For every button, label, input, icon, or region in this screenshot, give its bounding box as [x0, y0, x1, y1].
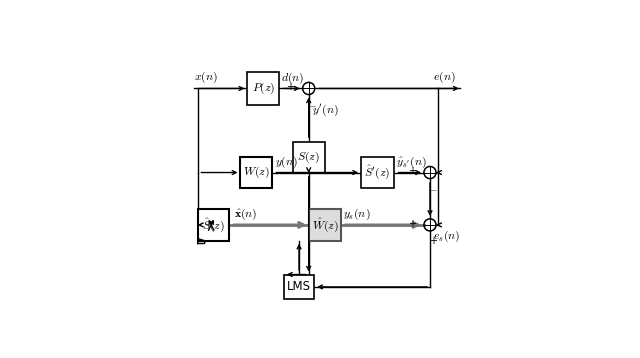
Text: $y(n)$: $y(n)$ [275, 155, 298, 170]
Bar [248, 72, 279, 105]
Text: $\hat{y}_{s'}(n)$: $\hat{y}_{s'}(n)$ [396, 155, 426, 170]
Bar [241, 157, 272, 188]
Text: $y_s(n)$: $y_s(n)$ [343, 206, 371, 222]
Text: $S(z)$: $S(z)$ [298, 150, 320, 165]
Text: $d(n)$: $d(n)$ [281, 71, 305, 86]
Text: $-$: $-$ [308, 100, 317, 110]
Bar [309, 209, 341, 241]
Text: $P(z)$: $P(z)$ [252, 81, 275, 96]
Bar [361, 157, 394, 188]
Bar [198, 209, 230, 241]
Text: LMS: LMS [287, 280, 311, 294]
Text: $e_s(n)$: $e_s(n)$ [433, 229, 461, 244]
Text: +: + [408, 166, 415, 176]
Text: $-$: $-$ [429, 184, 438, 194]
Text: +: + [429, 236, 437, 246]
Text: $\hat{S}'(z)$: $\hat{S}'(z)$ [364, 164, 391, 181]
Text: $\hat{W}(z)$: $\hat{W}(z)$ [312, 216, 339, 234]
Text: $\hat{S}(z)$: $\hat{S}(z)$ [202, 216, 225, 234]
Text: +: + [408, 218, 415, 228]
Text: $\hat{\mathbf{x}}(n)$: $\hat{\mathbf{x}}(n)$ [234, 206, 257, 222]
Text: $x(n)$: $x(n)$ [195, 70, 218, 85]
Text: +: + [286, 82, 294, 92]
Text: $e(n)$: $e(n)$ [433, 70, 456, 85]
Bar [284, 275, 314, 299]
Text: $y'(n)$: $y'(n)$ [312, 101, 339, 118]
Text: $W(z)$: $W(z)$ [243, 165, 269, 180]
Bar [293, 141, 324, 173]
